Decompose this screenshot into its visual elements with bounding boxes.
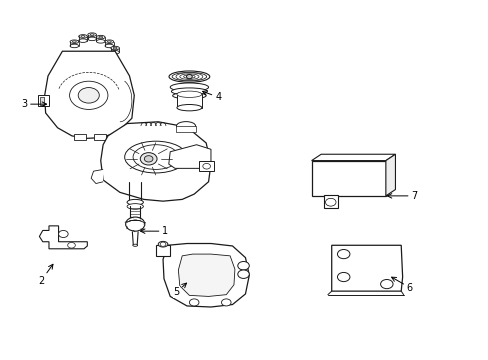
Ellipse shape [81, 36, 85, 37]
Ellipse shape [105, 44, 113, 48]
Ellipse shape [70, 44, 79, 48]
Ellipse shape [90, 34, 94, 36]
Text: 3: 3 [21, 99, 46, 109]
Circle shape [337, 249, 349, 259]
Bar [156, 244, 170, 256]
Text: 2: 2 [38, 264, 53, 285]
Circle shape [160, 242, 165, 246]
Ellipse shape [325, 198, 335, 206]
Ellipse shape [176, 73, 203, 81]
Ellipse shape [70, 40, 79, 44]
Polygon shape [101, 122, 210, 201]
Polygon shape [91, 170, 103, 184]
Text: 6: 6 [391, 277, 412, 293]
Ellipse shape [183, 75, 195, 78]
Ellipse shape [171, 88, 207, 95]
Polygon shape [331, 245, 402, 291]
Ellipse shape [125, 217, 144, 231]
Ellipse shape [172, 72, 206, 81]
Circle shape [78, 87, 99, 103]
Text: 4: 4 [202, 91, 221, 102]
Ellipse shape [133, 145, 178, 170]
Bar [40, 98, 43, 104]
Bar [74, 134, 86, 140]
Circle shape [380, 279, 392, 289]
Ellipse shape [180, 74, 199, 80]
Polygon shape [44, 51, 134, 138]
Ellipse shape [169, 71, 209, 82]
Circle shape [69, 81, 108, 109]
Ellipse shape [99, 36, 102, 38]
Circle shape [337, 273, 349, 282]
Ellipse shape [88, 37, 96, 41]
Polygon shape [311, 154, 395, 161]
Polygon shape [385, 154, 395, 196]
Text: 5: 5 [173, 283, 186, 297]
Ellipse shape [144, 156, 153, 162]
Ellipse shape [140, 153, 157, 165]
Bar [311, 161, 385, 196]
Ellipse shape [79, 35, 87, 38]
Text: 7: 7 [386, 191, 417, 201]
Bar [93, 134, 105, 140]
Ellipse shape [172, 93, 206, 99]
Polygon shape [163, 243, 249, 307]
Polygon shape [178, 254, 234, 296]
Bar [199, 161, 214, 171]
Ellipse shape [124, 141, 186, 173]
Ellipse shape [111, 50, 119, 54]
Ellipse shape [88, 33, 96, 36]
Ellipse shape [127, 199, 143, 205]
Ellipse shape [133, 244, 137, 246]
Ellipse shape [111, 46, 119, 50]
Bar [177, 94, 202, 108]
Ellipse shape [113, 47, 117, 49]
Circle shape [221, 299, 231, 306]
Bar [323, 195, 337, 208]
Ellipse shape [105, 40, 113, 44]
Text: 1: 1 [140, 226, 168, 236]
Ellipse shape [158, 242, 167, 247]
Circle shape [189, 299, 199, 306]
Ellipse shape [107, 41, 111, 42]
Ellipse shape [177, 91, 202, 98]
Circle shape [203, 163, 210, 169]
Ellipse shape [127, 204, 143, 209]
Ellipse shape [96, 40, 105, 43]
Circle shape [237, 261, 249, 270]
Bar [39, 95, 49, 106]
Circle shape [67, 242, 75, 248]
Bar [176, 126, 195, 132]
Ellipse shape [79, 39, 87, 42]
Circle shape [237, 270, 249, 278]
Ellipse shape [176, 122, 195, 130]
Circle shape [59, 230, 68, 238]
Polygon shape [168, 145, 210, 168]
Ellipse shape [177, 104, 202, 111]
Circle shape [325, 199, 335, 206]
Ellipse shape [72, 41, 76, 42]
Ellipse shape [170, 83, 208, 91]
Circle shape [186, 75, 192, 79]
Polygon shape [40, 226, 87, 249]
Ellipse shape [96, 35, 105, 39]
